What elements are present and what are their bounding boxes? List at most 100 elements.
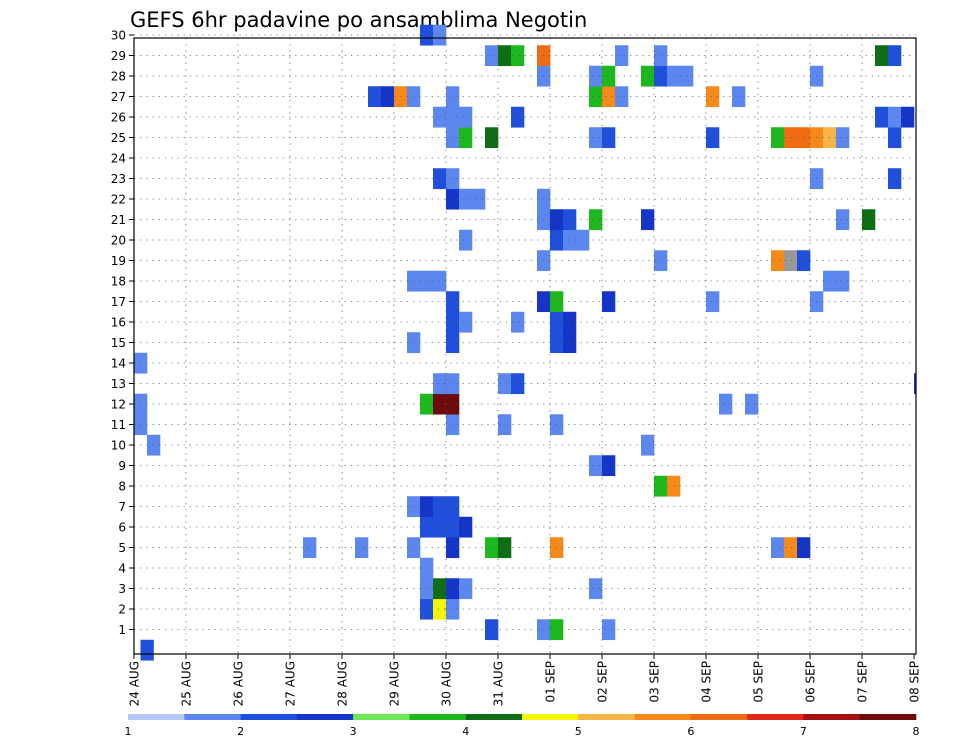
y-axis: 1234567891011121314151617181920212223242…	[111, 29, 134, 637]
heat-cell	[511, 106, 525, 128]
colorbar-segment	[184, 714, 241, 720]
y-tick-label: 18	[111, 275, 126, 289]
y-tick-label: 17	[111, 295, 126, 309]
heat-cell	[511, 311, 525, 333]
heat-cell	[498, 537, 512, 559]
heat-cell	[433, 393, 447, 415]
heat-cell	[420, 598, 434, 620]
heat-cell	[745, 393, 759, 415]
x-tick-label: 24 AUG	[128, 661, 142, 706]
heat-cell	[446, 373, 460, 395]
heat-cell	[446, 516, 460, 538]
colorbar-segment	[578, 714, 635, 720]
x-tick-label: 30 AUG	[440, 661, 454, 706]
heat-cell	[654, 475, 668, 497]
heat-cell	[459, 127, 473, 149]
heat-cell	[589, 86, 603, 108]
heat-cell	[433, 516, 447, 538]
colorbar: 1234567810121520	[125, 714, 920, 738]
heat-cell	[901, 106, 915, 128]
colorbar-segment	[859, 714, 917, 720]
y-tick-label: 3	[118, 582, 126, 596]
heat-cell	[602, 455, 616, 477]
colorbar-segment	[465, 714, 523, 720]
x-tick-label: 27 AUG	[284, 661, 298, 706]
colorbar-segment	[690, 714, 748, 720]
y-tick-label: 5	[118, 541, 126, 555]
colorbar-label: 4	[462, 725, 469, 738]
heat-cell	[433, 496, 447, 518]
heat-cell	[589, 455, 603, 477]
heat-cell	[459, 578, 473, 600]
heat-cell	[862, 209, 876, 231]
colorbar-segment	[353, 714, 410, 720]
heat-cell	[459, 106, 473, 128]
y-tick-label: 27	[111, 90, 126, 104]
colorbar-segment	[409, 714, 467, 720]
heat-cell	[615, 86, 629, 108]
heat-cell	[446, 127, 460, 149]
heat-cell	[823, 127, 837, 149]
heat-cell	[459, 229, 473, 251]
heat-cell	[446, 188, 460, 210]
heat-cell	[433, 578, 447, 600]
y-tick-label: 14	[111, 357, 126, 371]
heat-cell	[706, 86, 720, 108]
heat-cell	[446, 311, 460, 333]
heat-cell	[654, 45, 668, 67]
y-tick-label: 2	[118, 603, 126, 617]
heat-cell	[563, 332, 577, 354]
heat-cell	[446, 106, 460, 128]
plot-frame	[133, 37, 917, 655]
heat-cell	[706, 291, 720, 313]
y-tick-label: 16	[111, 316, 126, 330]
x-tick-label: 03 SEP	[648, 661, 662, 703]
heat-cell	[303, 537, 317, 559]
heat-cell	[511, 373, 525, 395]
heat-cell	[641, 434, 655, 456]
colorbar-label: 2	[237, 725, 244, 738]
heat-cell	[498, 373, 512, 395]
heat-cell	[888, 127, 902, 149]
y-tick-label: 1	[118, 623, 126, 637]
x-tick-label: 25 AUG	[180, 661, 194, 706]
heat-cell	[433, 168, 447, 190]
heat-cell	[446, 598, 460, 620]
heat-cell	[641, 209, 655, 231]
heat-cell	[602, 65, 616, 87]
heat-cell	[433, 106, 447, 128]
chart-title: GEFS 6hr padavine po ansamblima Negotin	[130, 8, 587, 32]
colorbar-label: 5	[575, 725, 582, 738]
heat-cell	[420, 270, 434, 292]
y-tick-label: 11	[111, 418, 126, 432]
x-tick-label: 31 AUG	[492, 661, 506, 706]
heat-cell	[784, 537, 798, 559]
x-tick-label: 08 SEP	[908, 661, 922, 703]
y-tick-label: 15	[111, 336, 126, 350]
heat-cell	[771, 537, 785, 559]
grid-lines	[134, 34, 916, 654]
heat-cell	[836, 127, 850, 149]
colorbar-label: 7	[800, 725, 807, 738]
y-tick-label: 23	[111, 172, 126, 186]
heat-cell	[602, 86, 616, 108]
y-tick-label: 30	[111, 29, 126, 43]
colorbar-segment	[240, 714, 298, 720]
heat-cell	[615, 45, 629, 67]
heat-cell	[420, 557, 434, 579]
heat-cell	[433, 24, 447, 46]
heat-cell	[433, 598, 447, 620]
heat-cell	[602, 291, 616, 313]
heat-cell	[563, 229, 577, 251]
heat-cell	[446, 291, 460, 313]
colorbar-segment	[803, 714, 861, 720]
colorbar-segment	[296, 714, 354, 720]
heat-cell	[888, 106, 902, 128]
x-tick-label: 02 SEP	[596, 661, 610, 703]
x-tick-label: 05 SEP	[752, 661, 766, 703]
colorbar-label: 8	[913, 725, 920, 738]
y-tick-label: 9	[118, 459, 126, 473]
heat-cell	[433, 373, 447, 395]
heat-cell	[888, 45, 902, 67]
heat-cell	[771, 250, 785, 272]
